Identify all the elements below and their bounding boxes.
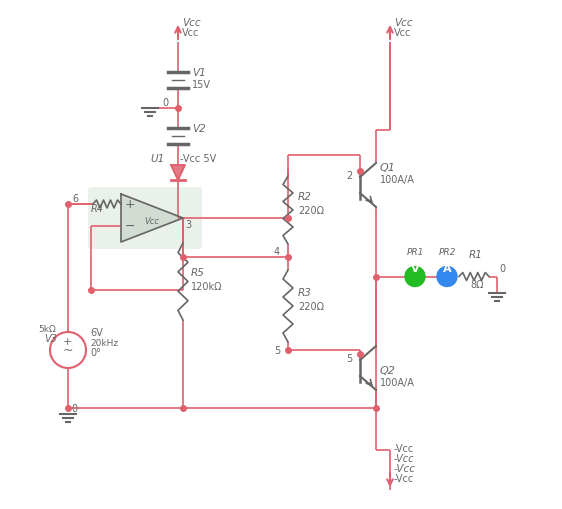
Text: 15V: 15V: [192, 80, 211, 90]
Text: Vcc: Vcc: [394, 18, 413, 28]
Text: 0: 0: [499, 265, 505, 274]
Text: 5: 5: [274, 346, 280, 356]
Text: PR1: PR1: [407, 247, 424, 257]
Text: R2: R2: [298, 192, 312, 202]
Text: V2: V2: [192, 124, 206, 134]
Text: PR2: PR2: [439, 247, 456, 257]
FancyBboxPatch shape: [88, 187, 202, 249]
Text: 4: 4: [274, 247, 280, 257]
Text: −: −: [125, 219, 135, 233]
Text: -Vcc 5V: -Vcc 5V: [180, 154, 216, 164]
Text: Vcc: Vcc: [182, 28, 200, 38]
Text: Q2: Q2: [380, 366, 396, 376]
Text: 220Ω: 220Ω: [298, 302, 324, 312]
Polygon shape: [121, 194, 183, 242]
Text: 100A/A: 100A/A: [380, 378, 415, 388]
Text: A: A: [443, 265, 452, 274]
Text: -Vcc: -Vcc: [394, 464, 416, 474]
Text: Q1: Q1: [380, 163, 396, 173]
Text: R5: R5: [191, 269, 205, 278]
Text: 0: 0: [71, 404, 77, 414]
Text: R4: R4: [91, 204, 104, 214]
Text: V: V: [411, 265, 420, 274]
Text: +: +: [63, 337, 72, 347]
Text: 6V: 6V: [90, 328, 103, 338]
Text: Vcc: Vcc: [182, 18, 201, 28]
Text: 20kHz: 20kHz: [90, 339, 118, 348]
Text: 2: 2: [346, 171, 352, 181]
Text: Vcc: Vcc: [144, 217, 159, 226]
Text: R1: R1: [469, 250, 483, 261]
Text: 0: 0: [162, 98, 168, 108]
Text: ~: ~: [63, 344, 74, 357]
Text: 8Ω: 8Ω: [470, 280, 483, 291]
Text: -Vcc: -Vcc: [394, 454, 415, 464]
Text: 100A/A: 100A/A: [380, 175, 415, 185]
Circle shape: [405, 267, 425, 287]
Text: 5: 5: [346, 354, 352, 364]
Text: -Vcc: -Vcc: [394, 474, 414, 484]
Text: +: +: [125, 197, 135, 211]
Text: 120kΩ: 120kΩ: [191, 281, 223, 292]
Text: -Vcc: -Vcc: [394, 444, 414, 454]
Text: V1: V1: [192, 68, 206, 78]
Text: 3: 3: [185, 220, 191, 230]
Text: 0°: 0°: [90, 348, 101, 358]
Text: 220Ω: 220Ω: [298, 206, 324, 216]
Text: R3: R3: [298, 288, 312, 298]
Text: U1: U1: [150, 154, 164, 164]
Polygon shape: [171, 165, 185, 180]
Text: 6: 6: [72, 194, 78, 204]
Circle shape: [437, 267, 457, 287]
Text: V3: V3: [44, 334, 57, 344]
Text: 5kΩ: 5kΩ: [38, 325, 56, 334]
Text: Vcc: Vcc: [394, 28, 411, 38]
